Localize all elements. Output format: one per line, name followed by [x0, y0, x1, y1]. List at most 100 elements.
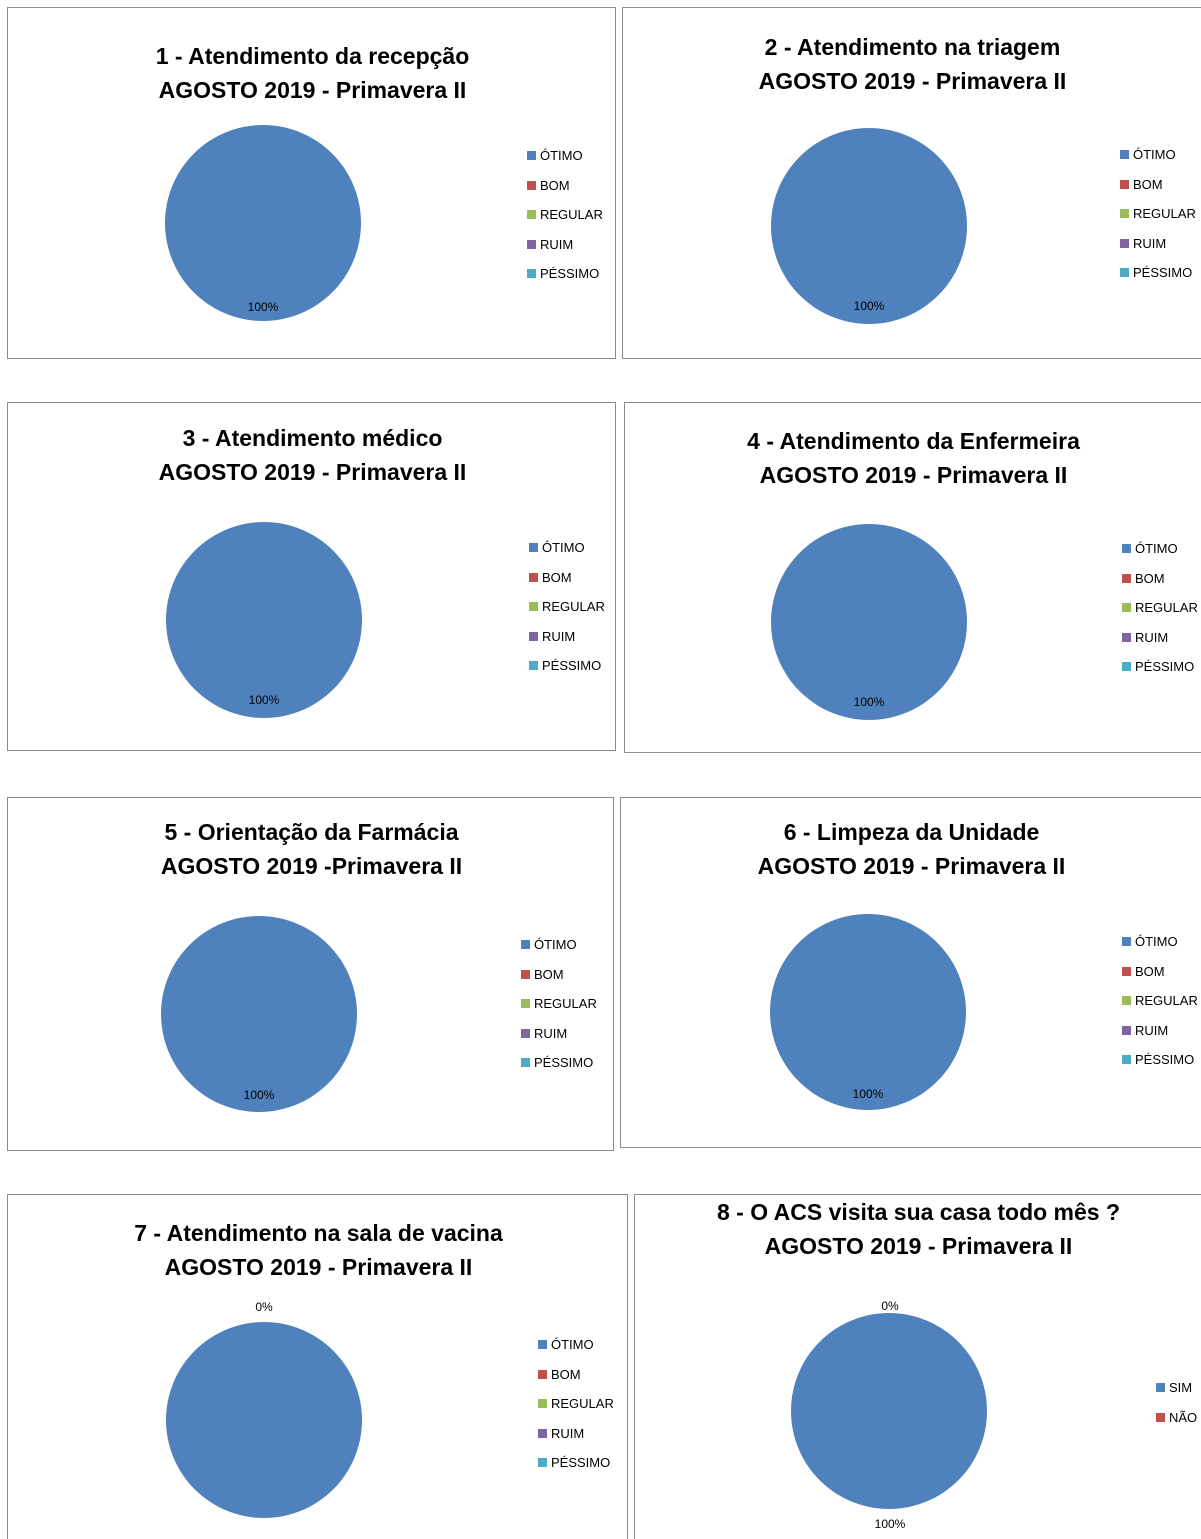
legend-swatch	[1122, 544, 1131, 554]
legend-swatch	[1120, 150, 1129, 160]
legend-label: RUIM	[540, 236, 574, 252]
legend-label: PÉSSIMO	[1135, 659, 1195, 675]
legend-item: ÓTIMO	[529, 533, 605, 563]
legend-item: ÓTIMO	[521, 930, 597, 960]
legend-swatch	[527, 151, 536, 161]
legend-label: REGULAR	[1133, 206, 1196, 222]
chart-panel-8: 8 - O ACS visita sua casa todo mês ? AGOS…	[634, 1194, 1201, 1539]
chart-legend-3: ÓTIMO BOM REGULAR RUIM PÉSSIMO	[529, 533, 605, 681]
chart-panel-7: 7 - Atendimento na sala de vacina AGOSTO …	[7, 1194, 628, 1539]
chart-legend-8: SIM NÃO	[1156, 1373, 1197, 1432]
legend-label: PÉSSIMO	[551, 1455, 611, 1471]
legend-item: ÓTIMO	[527, 141, 603, 171]
chart-legend-2: ÓTIMO BOM REGULAR RUIM PÉSSIMO	[1120, 140, 1196, 288]
legend-item: REGULAR	[1122, 593, 1198, 623]
legend-swatch	[538, 1369, 547, 1379]
legend-swatch	[1122, 662, 1131, 672]
chart-title-4: 4 - Atendimento da Enfermeira AGOSTO 2019…	[625, 424, 1201, 492]
legend-label: RUIM	[1135, 629, 1169, 645]
legend-swatch	[527, 180, 536, 190]
chart-title-3: 3 - Atendimento médico AGOSTO 2019 - Prim…	[8, 421, 617, 489]
chart-panel-1: 1 - Atendimento da recepção AGOSTO 2019 -…	[7, 7, 616, 359]
legend-swatch	[529, 631, 538, 641]
chart-title-1: 1 - Atendimento da recepção AGOSTO 2019 -…	[8, 39, 617, 107]
chart-title-6: 6 - Limpeza da Unidade AGOSTO 2019 - Prim…	[621, 815, 1201, 883]
chart-subtitle-text: AGOSTO 2019 -Primavera II	[160, 853, 463, 879]
legend-swatch	[521, 969, 530, 979]
chart-title-text: 2 - Atendimento na triagem	[764, 34, 1061, 60]
legend-label: BOM	[1133, 176, 1163, 192]
chart-panel-4: 4 - Atendimento da Enfermeira AGOSTO 2019…	[624, 402, 1201, 753]
legend-item: BOM	[529, 563, 605, 593]
legend-item: PÉSSIMO	[529, 651, 605, 681]
legend-label: PÉSSIMO	[1133, 265, 1193, 281]
legend-item: REGULAR	[529, 592, 605, 622]
chart-title-5: 5 - Orientação da Farmácia AGOSTO 2019 -P…	[8, 815, 615, 883]
legend-label: BOM	[534, 966, 564, 982]
legend-swatch	[1156, 1412, 1165, 1422]
legend-item: RUIM	[1122, 1016, 1198, 1046]
legend-swatch	[1122, 603, 1131, 613]
legend-item: PÉSSIMO	[1122, 652, 1198, 682]
chart-title-2: 2 - Atendimento na triagem AGOSTO 2019 - …	[623, 30, 1201, 98]
legend-label: ÓTIMO	[534, 937, 577, 953]
legend-label: BOM	[540, 177, 570, 193]
chart-title-text: 5 - Orientação da Farmácia	[164, 819, 459, 845]
legend-item: REGULAR	[1122, 986, 1198, 1016]
legend-swatch	[529, 661, 538, 671]
legend-item: BOM	[527, 171, 603, 201]
legend-item: REGULAR	[521, 989, 597, 1019]
legend-swatch	[1120, 238, 1129, 248]
legend-item: REGULAR	[538, 1389, 614, 1419]
legend-label: RUIM	[1135, 1022, 1169, 1038]
legend-item: REGULAR	[1120, 199, 1196, 229]
legend-swatch	[1122, 937, 1131, 947]
legend-swatch	[521, 1028, 530, 1038]
legend-item: BOM	[1122, 957, 1198, 987]
legend-swatch	[1122, 966, 1131, 976]
legend-swatch	[1122, 1055, 1131, 1065]
legend-label: ÓTIMO	[1133, 147, 1176, 163]
chart-subtitle-text: AGOSTO 2019 - Primavera II	[764, 1233, 1073, 1259]
legend-item: PÉSSIMO	[521, 1048, 597, 1078]
legend-label: PÉSSIMO	[1135, 1052, 1195, 1068]
legend-item: BOM	[538, 1360, 614, 1390]
legend-label: BOM	[551, 1366, 581, 1382]
legend-label: RUIM	[551, 1425, 585, 1441]
legend-item: ÓTIMO	[1122, 534, 1198, 564]
legend-item: PÉSSIMO	[538, 1448, 614, 1478]
chart-title-7: 7 - Atendimento na sala de vacina AGOSTO …	[8, 1216, 629, 1284]
legend-item: BOM	[1122, 564, 1198, 594]
chart-subtitle-text: AGOSTO 2019 - Primavera II	[757, 853, 1066, 879]
legend-item: ÓTIMO	[1122, 927, 1198, 957]
legend-label: BOM	[542, 569, 572, 585]
legend-swatch	[527, 239, 536, 249]
chart-subtitle-text: AGOSTO 2019 - Primavera II	[759, 462, 1068, 488]
legend-swatch	[538, 1428, 547, 1438]
chart-subtitle-text: AGOSTO 2019 - Primavera II	[164, 1254, 473, 1280]
legend-label: PÉSSIMO	[540, 266, 600, 282]
legend-label: REGULAR	[1135, 993, 1198, 1009]
chart-subtitle-text: AGOSTO 2019 - Primavera II	[158, 459, 467, 485]
legend-swatch	[1156, 1383, 1165, 1393]
legend-label: REGULAR	[551, 1396, 614, 1412]
legend-swatch	[538, 1399, 547, 1409]
chart-panel-3: 3 - Atendimento médico AGOSTO 2019 - Prim…	[7, 402, 616, 751]
legend-label: RUIM	[542, 628, 576, 644]
chart-legend-5: ÓTIMO BOM REGULAR RUIM PÉSSIMO	[521, 930, 597, 1078]
legend-item: RUIM	[529, 622, 605, 652]
chart-title-text: 3 - Atendimento médico	[182, 425, 443, 451]
legend-item: RUIM	[1120, 229, 1196, 259]
legend-item: ÓTIMO	[538, 1330, 614, 1360]
legend-label: RUIM	[1133, 235, 1167, 251]
legend-item: PÉSSIMO	[527, 259, 603, 289]
legend-item: RUIM	[1122, 623, 1198, 653]
chart-legend-7: ÓTIMO BOM REGULAR RUIM PÉSSIMO	[538, 1330, 614, 1478]
legend-label: BOM	[1135, 963, 1165, 979]
legend-item: RUIM	[521, 1019, 597, 1049]
legend-swatch	[1120, 209, 1129, 219]
chart-title-text: 1 - Atendimento da recepção	[155, 43, 470, 69]
chart-legend-1: ÓTIMO BOM REGULAR RUIM PÉSSIMO	[527, 141, 603, 289]
legend-label: ÓTIMO	[1135, 934, 1178, 950]
legend-item: SIM	[1156, 1373, 1197, 1403]
